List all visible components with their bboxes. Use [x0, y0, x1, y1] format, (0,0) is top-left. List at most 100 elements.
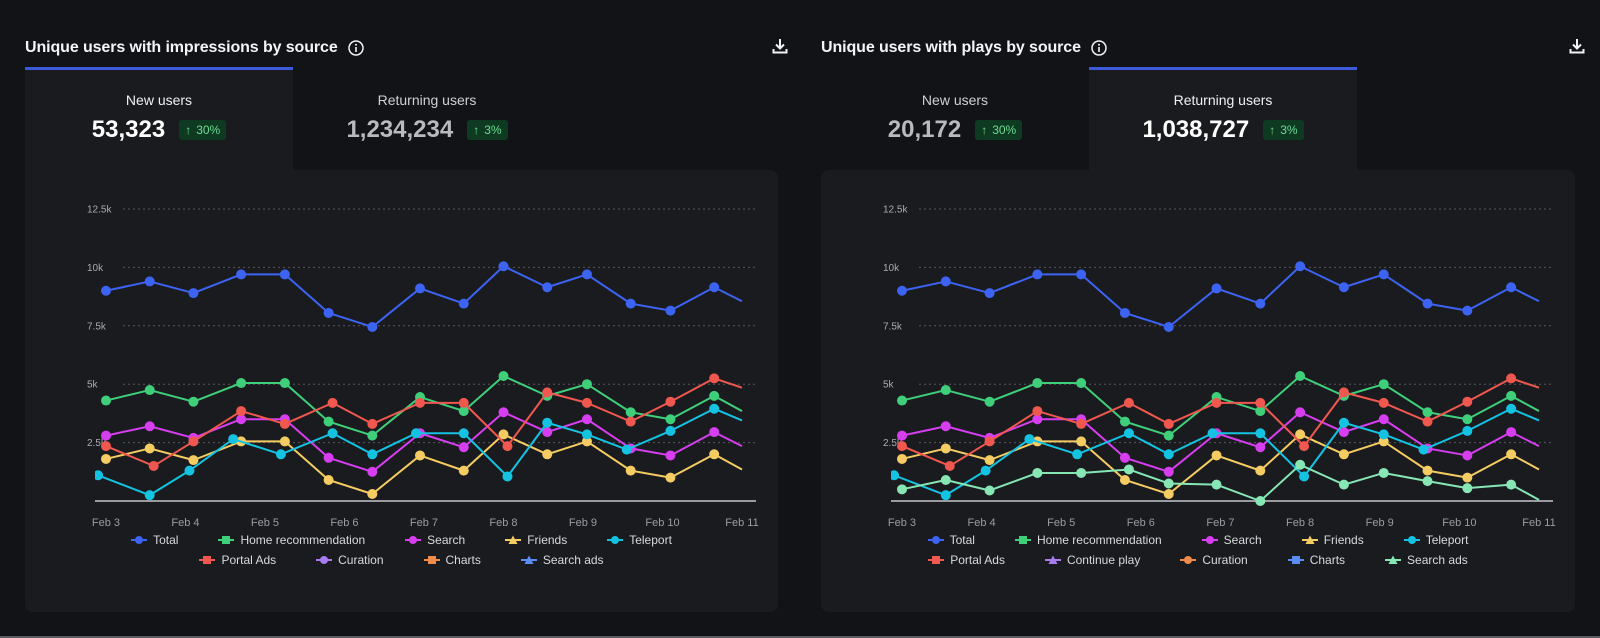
data-point[interactable] — [367, 449, 378, 460]
data-point[interactable] — [897, 484, 907, 495]
tab-returning-users[interactable]: Returning users 1,234,234 ↑ 3% — [293, 67, 561, 170]
data-point[interactable] — [1295, 407, 1306, 418]
data-point[interactable] — [581, 397, 592, 408]
data-point[interactable] — [101, 285, 111, 296]
data-point[interactable] — [1422, 416, 1433, 427]
download-icon[interactable] — [1567, 36, 1587, 56]
data-point[interactable] — [980, 465, 991, 476]
data-point[interactable] — [458, 298, 469, 309]
data-point[interactable] — [1255, 298, 1266, 309]
legend-item-teleport[interactable]: Teleport — [607, 533, 672, 547]
data-point[interactable] — [984, 485, 995, 496]
data-point[interactable] — [665, 396, 676, 407]
data-point[interactable] — [323, 416, 334, 427]
data-point[interactable] — [1299, 471, 1310, 482]
data-point[interactable] — [415, 283, 426, 294]
data-point[interactable] — [542, 282, 553, 293]
data-point[interactable] — [1123, 397, 1134, 408]
data-point[interactable] — [1422, 407, 1433, 418]
tab-new-users[interactable]: New users 53,323 ↑ 30% — [25, 67, 293, 170]
data-point[interactable] — [1299, 441, 1310, 452]
data-point[interactable] — [236, 378, 247, 389]
legend-item-search-ads[interactable]: Search ads — [520, 553, 604, 567]
info-icon[interactable] — [347, 40, 364, 56]
data-point[interactable] — [1462, 472, 1473, 483]
data-point[interactable] — [279, 418, 290, 429]
data-point[interactable] — [1506, 449, 1517, 460]
data-point[interactable] — [1076, 378, 1087, 389]
data-point[interactable] — [144, 443, 155, 454]
data-point[interactable] — [367, 466, 378, 477]
data-point[interactable] — [625, 298, 636, 309]
legend-item-friends[interactable]: Friends — [505, 533, 567, 547]
data-point[interactable] — [184, 465, 195, 476]
data-point[interactable] — [1032, 467, 1043, 478]
data-point[interactable] — [1378, 429, 1389, 440]
data-point[interactable] — [502, 441, 513, 452]
data-point[interactable] — [458, 442, 469, 453]
data-point[interactable] — [1163, 418, 1174, 429]
data-point[interactable] — [1506, 373, 1517, 384]
data-point[interactable] — [1462, 483, 1473, 494]
data-point[interactable] — [1119, 416, 1130, 427]
data-point[interactable] — [458, 428, 469, 439]
data-point[interactable] — [148, 460, 159, 471]
data-point[interactable] — [1506, 282, 1517, 293]
data-point[interactable] — [665, 414, 676, 425]
data-point[interactable] — [1119, 474, 1130, 485]
data-point[interactable] — [188, 455, 199, 466]
data-point[interactable] — [665, 450, 676, 461]
data-point[interactable] — [897, 441, 907, 452]
data-point[interactable] — [940, 443, 951, 454]
data-point[interactable] — [1211, 479, 1222, 490]
data-point[interactable] — [1462, 305, 1473, 316]
data-point[interactable] — [984, 436, 995, 447]
data-point[interactable] — [498, 371, 509, 382]
legend-item-portal-ads[interactable]: Portal Ads — [928, 553, 1005, 567]
data-point[interactable] — [940, 474, 951, 485]
data-point[interactable] — [1295, 261, 1306, 272]
data-point[interactable] — [897, 395, 907, 406]
data-point[interactable] — [1462, 450, 1473, 461]
data-point[interactable] — [709, 427, 720, 438]
data-point[interactable] — [1123, 464, 1134, 475]
data-point[interactable] — [1032, 378, 1043, 389]
data-point[interactable] — [581, 414, 592, 425]
data-point[interactable] — [984, 455, 995, 466]
data-point[interactable] — [897, 430, 907, 441]
data-point[interactable] — [665, 305, 676, 316]
data-point[interactable] — [897, 453, 907, 464]
data-point[interactable] — [940, 276, 951, 287]
data-point[interactable] — [1119, 307, 1130, 318]
data-point[interactable] — [367, 430, 378, 441]
data-point[interactable] — [1338, 449, 1349, 460]
data-point[interactable] — [93, 470, 104, 481]
data-point[interactable] — [1338, 417, 1349, 428]
data-point[interactable] — [1338, 427, 1349, 438]
legend-item-portal-ads[interactable]: Portal Ads — [199, 553, 276, 567]
data-point[interactable] — [1506, 479, 1517, 490]
data-point[interactable] — [1032, 406, 1043, 417]
data-point[interactable] — [581, 269, 592, 280]
data-point[interactable] — [1378, 397, 1389, 408]
data-point[interactable] — [889, 470, 900, 481]
data-point[interactable] — [709, 403, 720, 414]
data-point[interactable] — [1076, 436, 1087, 447]
data-point[interactable] — [1378, 436, 1389, 447]
data-point[interactable] — [144, 490, 155, 501]
legend-item-curation[interactable]: Curation — [1180, 553, 1248, 567]
data-point[interactable] — [323, 452, 334, 463]
data-point[interactable] — [458, 397, 469, 408]
data-point[interactable] — [367, 418, 378, 429]
data-point[interactable] — [1422, 298, 1433, 309]
legend-item-search-ads[interactable]: Search ads — [1385, 553, 1468, 567]
data-point[interactable] — [1506, 427, 1517, 438]
data-point[interactable] — [101, 453, 111, 464]
download-icon[interactable] — [770, 36, 790, 56]
legend-item-teleport[interactable]: Teleport — [1403, 533, 1468, 547]
data-point[interactable] — [709, 373, 720, 384]
data-point[interactable] — [144, 276, 155, 287]
data-point[interactable] — [581, 436, 592, 447]
data-point[interactable] — [279, 378, 290, 389]
tab-new-users[interactable]: New users 20,172 ↑ 30% — [821, 67, 1089, 170]
